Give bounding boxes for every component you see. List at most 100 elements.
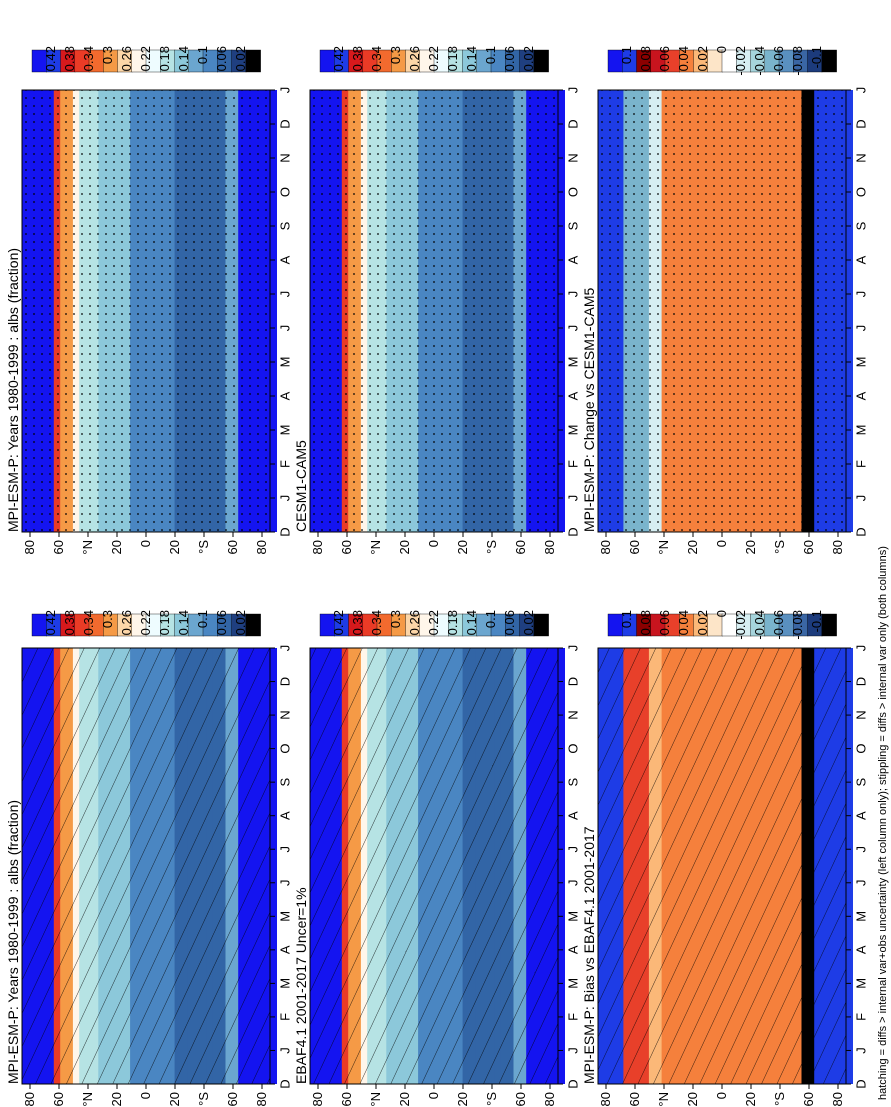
month-tick-label: A xyxy=(277,811,292,820)
colorbar-label: 0.02 xyxy=(521,610,536,635)
heatmap-band xyxy=(270,90,277,532)
month-tick-label: J xyxy=(565,87,580,94)
month-tick-label: J xyxy=(565,846,580,853)
stippling-overlay xyxy=(22,90,270,532)
lat-tick-label: 60 xyxy=(513,540,528,554)
colorbar-label: 0.14 xyxy=(464,610,479,635)
lat-tick-label: °N xyxy=(656,540,671,555)
month-tick-label: F xyxy=(853,460,868,468)
colorbar-label: 0.14 xyxy=(176,46,191,71)
lat-tick-label: 80 xyxy=(22,1092,37,1106)
lat-tick-label: 80 xyxy=(22,540,37,554)
lat-tick-label: 60 xyxy=(801,540,816,554)
month-tick-label: N xyxy=(277,153,292,162)
month-tick-label: D xyxy=(565,1079,580,1088)
month-tick-label: M xyxy=(565,978,580,989)
lat-tick-label: 80 xyxy=(254,540,269,554)
lat-tick-label: 20 xyxy=(455,540,470,554)
month-tick-label: D xyxy=(565,527,580,536)
colorbar-label: 0.18 xyxy=(157,610,172,635)
footnote: hatching = diffs > internal var+obs unce… xyxy=(877,546,889,1100)
month-tick-label: N xyxy=(565,153,580,162)
lat-tick-label: 20 xyxy=(685,540,700,554)
hatching-overlay xyxy=(310,648,558,1084)
colorbar-label: 0.06 xyxy=(214,46,229,71)
month-tick-label: O xyxy=(277,744,292,754)
month-tick-label: S xyxy=(853,221,868,230)
colorbar-label: 0.02 xyxy=(521,46,536,71)
lat-tick-label: °S xyxy=(484,1092,499,1106)
colorbar-label: 0.3 xyxy=(100,46,115,64)
month-tick-label: O xyxy=(565,187,580,197)
lat-tick-label: 80 xyxy=(598,1092,613,1106)
colorbar-label: 0.02 xyxy=(233,610,248,635)
colorbar-label: 0.06 xyxy=(502,610,517,635)
colorbar-swatch xyxy=(821,613,837,637)
month-tick-label: J xyxy=(565,495,580,502)
month-tick-label: D xyxy=(853,119,868,128)
colorbar-label: 0.22 xyxy=(138,46,153,71)
colorbar-label: 0.18 xyxy=(445,610,460,635)
month-tick-label: A xyxy=(853,255,868,264)
month-tick-label: M xyxy=(277,911,292,922)
month-tick-label: J xyxy=(277,87,292,94)
month-tick-label: O xyxy=(565,744,580,754)
lat-tick-label: 0 xyxy=(714,1092,729,1099)
colorbar: 0.42 0.38 0.34 0.3 0.26 0.22 0.18 0.14 0.1 0.06 0.… xyxy=(31,610,261,637)
month-tick-label: J xyxy=(853,325,868,332)
month-tick-label: N xyxy=(565,710,580,719)
colorbar-label: 0.26 xyxy=(407,610,422,635)
month-tick-label: J xyxy=(277,325,292,332)
month-tick-label: J xyxy=(277,880,292,887)
colorbar-label: 0.38 xyxy=(62,46,77,71)
month-tick-label: J xyxy=(853,291,868,298)
month-tick-label: D xyxy=(277,677,292,686)
lat-tick-label: 80 xyxy=(310,540,325,554)
colorbar-label: 0.34 xyxy=(81,46,96,71)
lat-tick-label: 60 xyxy=(225,1092,240,1106)
lat-tick-label: 60 xyxy=(51,1092,66,1106)
month-tick-label: S xyxy=(277,221,292,230)
heatmap-band xyxy=(558,90,565,532)
lat-tick-label: 20 xyxy=(109,1092,124,1106)
month-tick-label: J xyxy=(853,645,868,652)
colorbar-swatch xyxy=(245,49,261,73)
colorbar-label: 0 xyxy=(714,46,729,53)
lat-tick-label: 80 xyxy=(598,540,613,554)
month-tick-label: J xyxy=(565,645,580,652)
month-tick-label: A xyxy=(277,391,292,400)
colorbar-label: -0.04 xyxy=(752,46,767,76)
lat-tick-label: 60 xyxy=(225,540,240,554)
month-tick-label: D xyxy=(853,1079,868,1088)
month-tick-label: F xyxy=(853,1013,868,1021)
colorbar-label: 0.26 xyxy=(407,46,422,71)
colorbar-label: 0.1 xyxy=(195,610,210,628)
colorbar-label: 0.38 xyxy=(350,46,365,71)
colorbar-label: 0.34 xyxy=(81,610,96,635)
month-tick-label: J xyxy=(277,645,292,652)
month-tick-label: A xyxy=(853,945,868,954)
lat-tick-label: 20 xyxy=(743,540,758,554)
colorbar-label: -0.04 xyxy=(752,610,767,640)
colorbar-label: -0.06 xyxy=(771,46,786,76)
colorbar-label: 0.02 xyxy=(233,46,248,71)
colorbar-label: 0.1 xyxy=(483,46,498,64)
colorbar: 0.1 0.08 0.06 0.04 0.02 0 -0.02 -0.04 -0.06 -0.08… xyxy=(607,610,837,640)
colorbar-label: 0.08 xyxy=(638,610,653,635)
lat-tick-label: 20 xyxy=(109,540,124,554)
month-tick-label: S xyxy=(853,777,868,786)
colorbar-swatch xyxy=(533,613,549,637)
heatmap-band xyxy=(846,648,853,1084)
month-tick-label: O xyxy=(853,187,868,197)
lat-tick-label: °N xyxy=(80,1092,95,1107)
month-tick-label: O xyxy=(853,744,868,754)
heatmap-band xyxy=(558,648,565,1084)
colorbar-label: -0.1 xyxy=(809,610,824,632)
month-tick-label: M xyxy=(853,911,868,922)
month-tick-label: D xyxy=(277,527,292,536)
month-tick-label: M xyxy=(277,357,292,368)
month-tick-label: D xyxy=(277,1079,292,1088)
lat-tick-label: 20 xyxy=(397,540,412,554)
